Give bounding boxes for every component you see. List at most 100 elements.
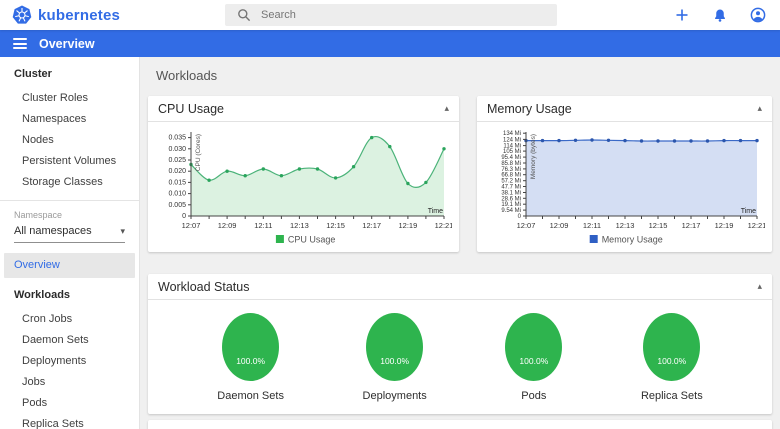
sidebar-item-deployments[interactable]: Deployments xyxy=(22,354,87,367)
svg-text:12:07: 12:07 xyxy=(517,221,536,230)
pie-label: Deployments xyxy=(362,390,427,402)
pie-label: Replica Sets xyxy=(640,390,703,402)
main-content: Workloads CPU Usage ▴ 0 0.005 0.010 0.015 0.… xyxy=(140,57,780,429)
sidebar: Cluster Cluster Roles Namespaces Nodes P… xyxy=(0,57,140,429)
svg-text:12:13: 12:13 xyxy=(290,221,309,230)
account-button[interactable] xyxy=(750,7,766,23)
svg-text:12:15: 12:15 xyxy=(649,221,668,230)
svg-text:47.7 Mi: 47.7 Mi xyxy=(501,185,521,191)
kubernetes-logo[interactable]: kubernetes xyxy=(0,5,120,25)
svg-text:Time: Time xyxy=(741,208,756,215)
pie-deployments: 100.0% Deployments xyxy=(363,313,427,402)
svg-text:85.8 Mi: 85.8 Mi xyxy=(501,161,521,167)
bell-icon xyxy=(715,9,725,22)
svg-text:0.030: 0.030 xyxy=(168,146,186,153)
svg-text:76.3 Mi: 76.3 Mi xyxy=(501,167,521,173)
sidebar-item-replica-sets[interactable]: Replica Sets xyxy=(22,417,84,429)
svg-text:CPU (Cores): CPU (Cores) xyxy=(195,134,202,171)
sidebar-item-overview[interactable]: Overview xyxy=(4,253,135,278)
pie-chart: 100.0% xyxy=(366,313,424,381)
user-icon xyxy=(750,7,766,23)
namespace-value: All namespaces xyxy=(14,225,92,237)
page-title: Workloads xyxy=(156,68,218,83)
sidebar-item-cluster-roles[interactable]: Cluster Roles xyxy=(22,91,89,104)
sidebar-item-storage-classes[interactable]: Storage Classes xyxy=(22,175,103,188)
sidebar-item-namespaces[interactable]: Namespaces xyxy=(22,112,87,125)
sidebar-header-workloads: Workloads xyxy=(14,289,71,301)
svg-text:12:09: 12:09 xyxy=(218,221,237,230)
cpu-usage-card: CPU Usage ▴ 0 0.005 0.010 0.015 0.020 0.025 0.… xyxy=(148,96,459,252)
workload-status-card-title: Workload Status xyxy=(158,279,250,294)
svg-text:Memory Usage: Memory Usage xyxy=(602,235,663,245)
namespace-label: Namespace xyxy=(14,210,63,220)
collapse-caret-icon[interactable]: ▴ xyxy=(757,103,762,113)
notifications-button[interactable] xyxy=(712,7,728,23)
sidebar-header-cluster: Cluster xyxy=(14,68,52,80)
svg-text:12:21: 12:21 xyxy=(435,221,452,230)
workload-status-card: Workload Status ▴ 100.0% Daemon Sets 100… xyxy=(148,274,772,414)
memory-usage-chart: 0 9.54 Mi 19.1 Mi 28.6 Mi 38.1 Mi 47.7 Mi 57.2… xyxy=(477,122,772,257)
kubernetes-wheel-icon xyxy=(12,5,32,24)
search-bar[interactable] xyxy=(225,4,557,26)
plus-icon xyxy=(676,9,688,21)
top-app-bar: kubernetes xyxy=(0,0,780,30)
sidebar-item-daemon-sets[interactable]: Daemon Sets xyxy=(22,333,89,346)
svg-text:134 Mi: 134 Mi xyxy=(503,131,521,137)
svg-text:0.025: 0.025 xyxy=(168,157,186,164)
svg-text:Time: Time xyxy=(428,208,443,215)
pie-label: Daemon Sets xyxy=(217,390,284,402)
namespace-select[interactable]: All namespaces ▾ xyxy=(14,225,125,243)
pie-chart: 100.0% xyxy=(643,313,701,381)
svg-text:0: 0 xyxy=(518,214,522,220)
svg-text:0: 0 xyxy=(182,213,186,220)
svg-text:0.005: 0.005 xyxy=(168,202,186,209)
cpu-usage-chart: 0 0.005 0.010 0.015 0.020 0.025 0.030 0.035 12:0… xyxy=(148,122,459,257)
hamburger-icon[interactable] xyxy=(13,36,27,52)
create-button[interactable] xyxy=(674,7,690,23)
sidebar-item-cron-jobs[interactable]: Cron Jobs xyxy=(22,312,73,325)
svg-text:66.8 Mi: 66.8 Mi xyxy=(501,173,521,179)
brand-name: kubernetes xyxy=(38,6,121,24)
chevron-down-icon: ▾ xyxy=(120,225,125,236)
svg-text:12:15: 12:15 xyxy=(326,221,345,230)
cpu-usage-card-title: CPU Usage xyxy=(158,101,224,116)
pie-value: 100.0% xyxy=(236,355,266,366)
search-icon xyxy=(238,9,251,22)
nav-title: Overview xyxy=(39,36,95,51)
svg-text:12:21: 12:21 xyxy=(748,221,765,230)
svg-text:9.54 Mi: 9.54 Mi xyxy=(501,208,521,214)
svg-text:12:07: 12:07 xyxy=(182,221,201,230)
svg-text:57.2 Mi: 57.2 Mi xyxy=(501,179,521,185)
pie-daemon-sets: 100.0% Daemon Sets xyxy=(217,313,284,402)
pie-chart: 100.0% xyxy=(222,313,280,381)
pie-value: 100.0% xyxy=(380,355,410,366)
sidebar-item-nodes[interactable]: Nodes xyxy=(22,133,54,146)
memory-usage-card: Memory Usage ▴ 0 9.54 Mi 19.1 Mi 28.6 Mi 38.… xyxy=(477,96,772,252)
sidebar-item-jobs[interactable]: Jobs xyxy=(22,375,46,388)
sidebar-item-persistent-volumes[interactable]: Persistent Volumes xyxy=(22,154,117,167)
svg-text:124 Mi: 124 Mi xyxy=(503,137,521,143)
context-nav-bar: Overview xyxy=(0,30,780,57)
svg-text:12:11: 12:11 xyxy=(254,221,272,230)
sidebar-item-pods[interactable]: Pods xyxy=(22,396,48,409)
svg-text:114 Mi: 114 Mi xyxy=(503,144,521,150)
svg-text:0.035: 0.035 xyxy=(168,135,186,142)
svg-text:12:11: 12:11 xyxy=(583,221,601,230)
search-input[interactable] xyxy=(261,9,511,21)
pie-value: 100.0% xyxy=(657,355,687,366)
svg-text:12:19: 12:19 xyxy=(399,221,418,230)
svg-text:105 Mi: 105 Mi xyxy=(503,149,521,155)
pie-pods: 100.0% Pods xyxy=(505,313,563,402)
collapse-caret-icon[interactable]: ▴ xyxy=(757,281,762,291)
collapse-caret-icon[interactable]: ▴ xyxy=(444,103,449,113)
svg-text:12:19: 12:19 xyxy=(715,221,734,230)
svg-text:CPU Usage: CPU Usage xyxy=(288,235,336,245)
svg-text:0.010: 0.010 xyxy=(168,191,186,198)
svg-text:95.4 Mi: 95.4 Mi xyxy=(501,155,521,161)
pie-value: 100.0% xyxy=(519,355,549,366)
svg-text:38.1 Mi: 38.1 Mi xyxy=(501,191,521,197)
svg-text:19.1 Mi: 19.1 Mi xyxy=(501,202,521,208)
svg-text:28.6 Mi: 28.6 Mi xyxy=(501,196,521,202)
svg-text:Memory (bytes): Memory (bytes) xyxy=(530,134,537,179)
pie-replica-sets: 100.0% Replica Sets xyxy=(641,313,703,402)
